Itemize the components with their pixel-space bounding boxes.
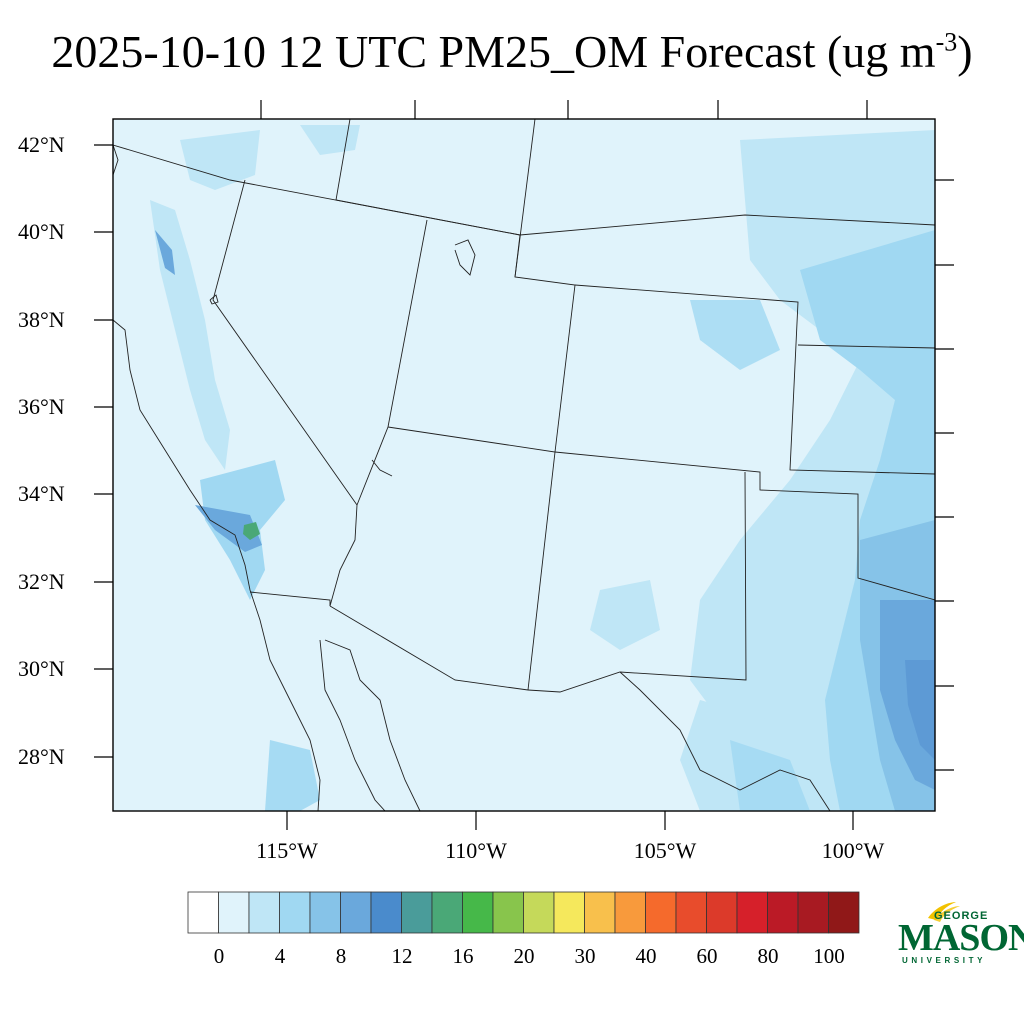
plains-band-12 [905,660,935,760]
lat-label-32: 32°N [18,569,65,594]
colorbar-label: 16 [452,944,474,968]
colorbar-swatch [553,891,585,934]
colorbar-label: 60 [696,944,718,968]
map-title: 2025-10-10 12 UTC PM25_OM Forecast (ug m… [51,26,973,77]
colorbar-swatch [828,891,860,934]
colorbar-swatch [767,891,799,934]
colorbar-label: 100 [813,944,845,968]
colorbar-swatch [431,891,463,934]
concentration-field [150,125,935,811]
map-frame [112,118,936,812]
lat-label-42: 42°N [18,132,65,157]
nm-patch [590,580,660,650]
hotspot [243,522,260,540]
colorbar-swatch [218,891,250,934]
lon-label-110: 110°W [445,838,507,863]
ca-mex-border [249,591,331,606]
colorbar-swatch [279,891,311,934]
lat-label-34: 34°N [18,481,65,506]
colorbar-swatch [736,891,768,934]
sierra-core [155,230,175,275]
wy-border [335,119,521,236]
colorbar-label: 80 [757,944,779,968]
colorbar-swatch [645,891,677,934]
az-ca-river [329,504,358,607]
colorbar-swatch [309,891,341,934]
lat-label-40: 40°N [18,219,65,244]
lat-label-28: 28°N [18,744,65,769]
colorado-river-end [371,459,393,477]
great-salt-lake [454,239,476,276]
colorbar-label: 0 [213,944,225,968]
lat-label-38: 38°N [18,307,65,332]
logo-university: UNIVERSITY [902,956,987,965]
gulf-east [324,639,421,811]
logo-george: GEORGE [934,910,989,922]
nm-tx-border [554,451,935,601]
colorbar-swatch [187,891,219,934]
lon-label-105: 105°W [633,838,697,863]
colorbar-swatch [797,891,829,934]
la-basin [195,505,262,552]
baja-patch [265,740,320,811]
flame-icon [928,902,960,922]
colorbar-label: 30 [574,944,596,968]
colorbar-label: 4 [274,944,286,968]
az-mex-border [329,605,529,691]
colorbar-label: 12 [391,944,413,968]
gulf-coast [319,639,386,811]
colorbar-swatch [248,891,280,934]
colorbar-swatch [462,891,494,934]
co-patch [690,300,780,370]
ca-nv-border [212,179,358,506]
colorbar-label: 20 [513,944,535,968]
ca-coast [113,144,321,811]
rio-grande [619,671,831,811]
co-ne-border [514,119,536,278]
nw-patch [180,130,260,190]
gmu-logo: GEORGE MASON UNIVERSITY [898,896,1024,968]
colorbar-label: 40 [635,944,657,968]
lake-tahoe [209,294,219,305]
colorbar-swatch [584,891,616,934]
colorbar-swatch [614,891,646,934]
colorbar-swatch [675,891,707,934]
tick-marks [94,100,954,830]
colorbar-swatch [523,891,555,934]
colorbar-swatch [492,891,524,934]
lon-label-100: 100°W [821,838,885,863]
ks-ok-border [797,344,935,349]
colorbar-swatch [370,891,402,934]
lat-label-30: 30°N [18,656,65,681]
lat-label-36: 36°N [18,394,65,419]
boundaries [113,119,935,811]
colorbar-swatch [340,891,372,934]
ne-ks-border [574,284,935,475]
colorbar-swatch [401,891,433,934]
colorbar [187,891,860,934]
lon-label-115: 115°W [256,838,318,863]
colorbar-swatch [706,891,738,934]
colorbar-label: 8 [335,944,347,968]
logo-mason: MASON [898,917,1024,959]
